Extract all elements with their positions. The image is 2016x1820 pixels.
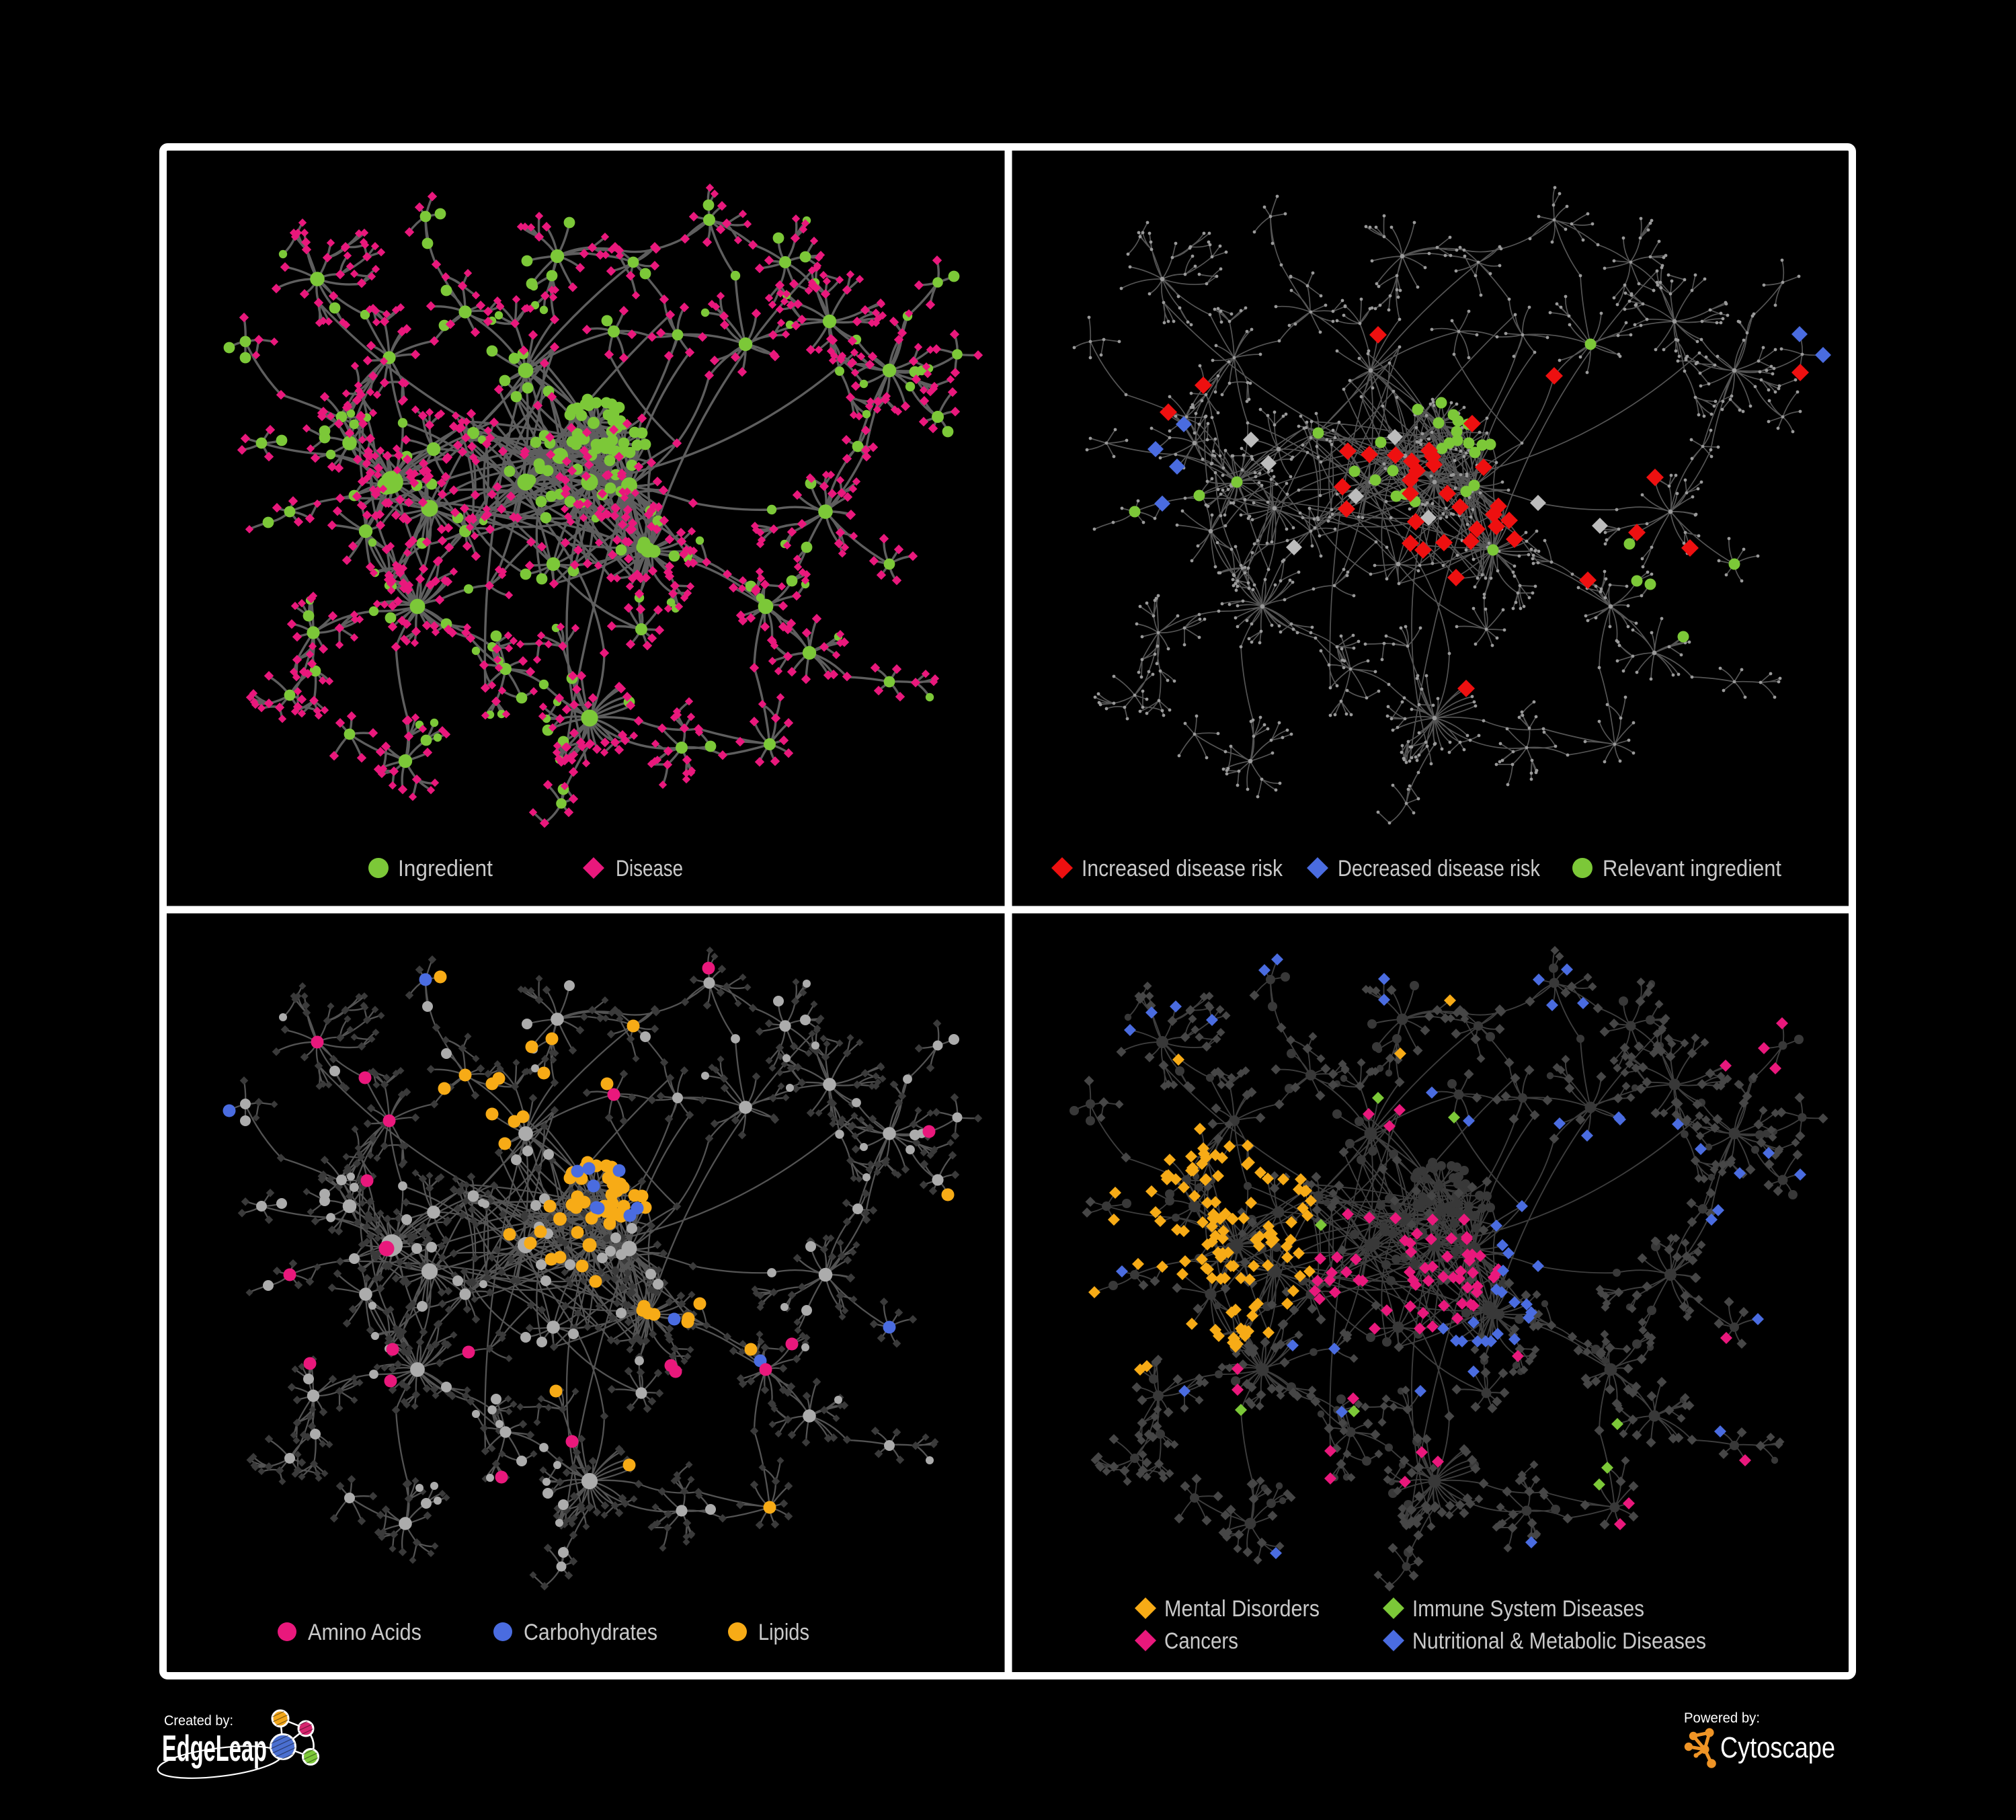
svg-text:Disease: Disease (616, 856, 683, 881)
svg-text:EdgeLeap: EdgeLeap (162, 1727, 267, 1769)
svg-text:Cancers: Cancers (1164, 1628, 1238, 1654)
svg-text:Cytoscape: Cytoscape (1720, 1731, 1835, 1764)
svg-text:Created by:: Created by: (164, 1713, 233, 1729)
svg-text:Carbohydrates: Carbohydrates (524, 1620, 657, 1645)
svg-text:Immune System Diseases: Immune System Diseases (1412, 1596, 1644, 1622)
svg-text:Increased disease risk: Increased disease risk (1082, 856, 1283, 881)
svg-text:Mental Disorders: Mental Disorders (1164, 1596, 1320, 1622)
svg-text:Relevant ingredient: Relevant ingredient (1603, 856, 1782, 881)
svg-text:Amino Acids: Amino Acids (308, 1620, 421, 1645)
svg-text:Nutritional & Metabolic Diseas: Nutritional & Metabolic Diseases (1412, 1628, 1706, 1654)
svg-text:Ingredient: Ingredient (398, 856, 493, 881)
svg-text:Powered by:: Powered by: (1684, 1710, 1760, 1726)
svg-text:Decreased disease risk: Decreased disease risk (1338, 856, 1541, 881)
svg-text:Lipids: Lipids (758, 1620, 809, 1645)
